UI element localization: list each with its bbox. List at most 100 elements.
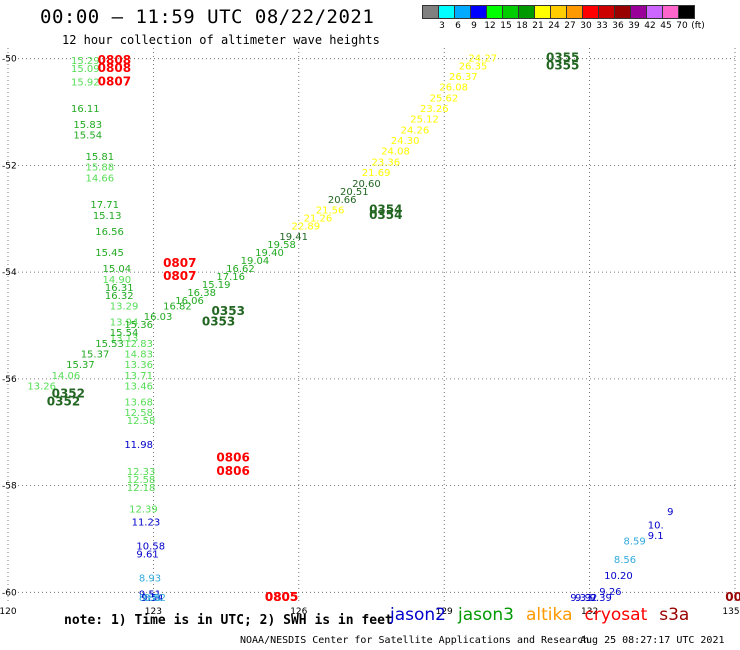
- wave-height-value: 16.62: [226, 264, 255, 275]
- wave-height-value: 11.23: [132, 518, 161, 529]
- track-time-label: 0805: [265, 590, 298, 604]
- wave-height-value: 15.29: [71, 56, 100, 67]
- color-scale-label: 36: [612, 21, 624, 31]
- wave-height-value: 15.37: [81, 350, 110, 361]
- legend-item-cryosat: cryosat: [584, 605, 648, 625]
- color-scale-label: 24: [548, 21, 560, 31]
- track-time-label: 0808: [98, 53, 131, 67]
- wave-height-value: 26.35: [459, 61, 488, 72]
- wave-height-value: 9.54: [141, 593, 163, 604]
- x-tick-label: 132: [581, 607, 598, 617]
- wave-height-value: 15.13: [93, 211, 122, 222]
- legend-item-s3a: s3a: [659, 605, 690, 625]
- wave-height-value: 16.11: [71, 104, 100, 115]
- track-time-label: 0352: [52, 387, 85, 401]
- y-tick-label: -52: [2, 161, 17, 171]
- wave-height-value: 15.92: [71, 77, 100, 88]
- wave-height-value: 9.33: [570, 593, 592, 604]
- wave-height-value: 19.04: [241, 256, 270, 267]
- track-time-label: 0806: [216, 464, 249, 478]
- wave-height-value: 21.56: [316, 205, 345, 216]
- color-scale-label: 15: [500, 21, 512, 31]
- credit-text: NOAA/NESDIS Center for Satellite Applica…: [240, 635, 590, 646]
- wave-height-value: 16.38: [187, 288, 216, 299]
- legend-item-jason3: jason3: [458, 605, 514, 625]
- y-tick-label: -56: [2, 375, 17, 385]
- y-tick-label: -54: [2, 268, 17, 278]
- wave-height-value: 17.16: [216, 272, 245, 283]
- wave-height-value: 10.58: [136, 542, 165, 553]
- wave-height-value: 10.20: [604, 571, 633, 582]
- wave-height-value: 15.54: [73, 131, 102, 142]
- wave-height-value: 9: [667, 507, 673, 518]
- legend-item-altika: altika: [526, 605, 573, 625]
- wave-height-value: 14.90: [103, 275, 132, 286]
- wave-height-value: 9.39: [590, 593, 612, 604]
- wave-height-value: 21.26: [304, 213, 333, 224]
- track-time-label: 0354: [369, 208, 402, 222]
- legend-item-jason2: jason2: [390, 605, 446, 625]
- wave-height-value: 15.88: [86, 163, 115, 174]
- color-scale-bar: [422, 5, 695, 19]
- wave-height-value: 25.12: [410, 115, 439, 126]
- data-points: 15.2915.0915.9216.1115.8315.5415.8115.88…: [27, 53, 673, 604]
- wave-height-value: 9.61: [136, 550, 158, 561]
- track-time-label: 0355: [546, 58, 579, 72]
- color-scale-labels: 3 6 9 12 15 18 21 24 27 30 33 36 39 42 45 70 (ft): [422, 21, 740, 33]
- wave-height-value: 13.68: [124, 398, 153, 409]
- wave-height-value: 26.08: [439, 83, 468, 94]
- wave-height-value: 23.26: [420, 104, 449, 115]
- x-tick-label: 126: [290, 607, 307, 617]
- wave-height-value: 8.88: [139, 593, 161, 604]
- wave-height-value: 16.03: [144, 312, 173, 323]
- track-time-label: 0807: [163, 256, 196, 270]
- x-tick-label: 135: [722, 607, 739, 617]
- wave-height-value: 20.66: [328, 195, 357, 206]
- track-time-label: 0808: [98, 61, 131, 75]
- wave-height-value: 15.36: [124, 320, 153, 331]
- wave-height-value: 23.36: [372, 157, 401, 168]
- wave-height-value: 20.51: [340, 187, 369, 198]
- wave-height-value: 13.26: [27, 382, 56, 393]
- wave-height-value: 13.29: [110, 301, 139, 312]
- color-scale-label: 21: [532, 21, 544, 31]
- wave-height-value: 12.58: [127, 416, 156, 427]
- chart-title: 00:00 – 11:59 UTC 08/22/2021: [40, 6, 375, 28]
- wave-height-value: 9.1: [648, 531, 664, 542]
- track-time-label: 0806: [216, 451, 249, 465]
- wave-height-value: 13.71: [124, 371, 153, 382]
- wave-height-value: 24.08: [381, 147, 410, 158]
- color-scale-label: 27: [564, 21, 576, 31]
- wave-height-value: 16.56: [95, 227, 124, 238]
- track-time-label: 0352: [47, 395, 80, 409]
- wave-height-value: 14.83: [124, 350, 153, 361]
- track-time-label: 0353: [202, 315, 235, 329]
- wave-height-value: 16.06: [175, 296, 204, 307]
- wave-height-value: 12.58: [124, 408, 153, 419]
- track-time-label: 0353: [212, 304, 245, 318]
- footnote: note: 1) Time is in UTC; 2) SWH is in fe…: [64, 613, 393, 628]
- wave-height-value: 9.92: [575, 593, 597, 604]
- color-scale-label: 45: [660, 21, 672, 31]
- color-scale-label: 33: [596, 21, 608, 31]
- satellite-legend: jason2 jason3 altika cryosat s3a: [390, 605, 701, 625]
- wave-height-value: 13.36: [124, 360, 153, 371]
- wave-height-value: 16.32: [105, 291, 134, 302]
- generated-timestamp: Aug 25 08:27:17 UTC 2021: [580, 635, 725, 646]
- wave-height-value: 8.56: [614, 555, 636, 566]
- wave-height-value: 24.26: [401, 125, 430, 136]
- y-tick-label: -50: [2, 55, 17, 65]
- wave-height-value: 19.41: [279, 232, 308, 243]
- wave-height-value: 14.66: [86, 173, 115, 184]
- wave-height-value: 15.37: [66, 360, 95, 371]
- x-tick-label: 120: [0, 607, 17, 617]
- wave-height-value: 15.83: [73, 120, 102, 131]
- color-scale-label: 30: [580, 21, 592, 31]
- wave-height-value: 17.71: [90, 200, 119, 211]
- wave-height-value: 15.53: [95, 339, 124, 350]
- wave-height-value: 12.58: [127, 475, 156, 486]
- color-scale-label: 6: [455, 21, 461, 31]
- wave-height-value: 22.89: [292, 221, 321, 232]
